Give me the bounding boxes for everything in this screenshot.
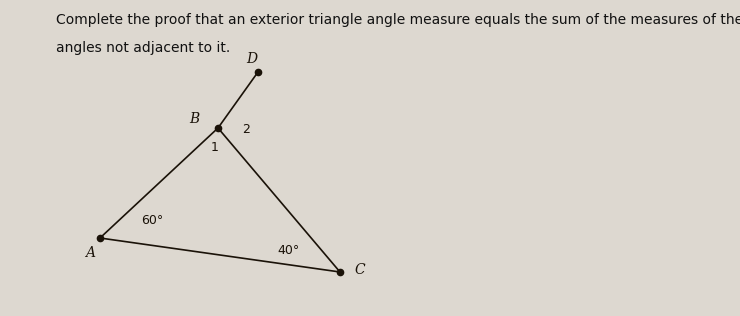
Text: angles not adjacent to it.: angles not adjacent to it. — [56, 41, 229, 55]
Text: B: B — [189, 112, 200, 126]
Text: C: C — [354, 264, 366, 277]
Text: D: D — [246, 52, 258, 66]
Text: 1: 1 — [210, 141, 218, 154]
Text: 2: 2 — [243, 123, 250, 136]
Text: A: A — [85, 246, 95, 260]
Text: 40°: 40° — [277, 244, 299, 257]
Text: 60°: 60° — [141, 214, 163, 227]
Text: Complete the proof that an exterior triangle angle measure equals the sum of the: Complete the proof that an exterior tria… — [56, 13, 740, 27]
